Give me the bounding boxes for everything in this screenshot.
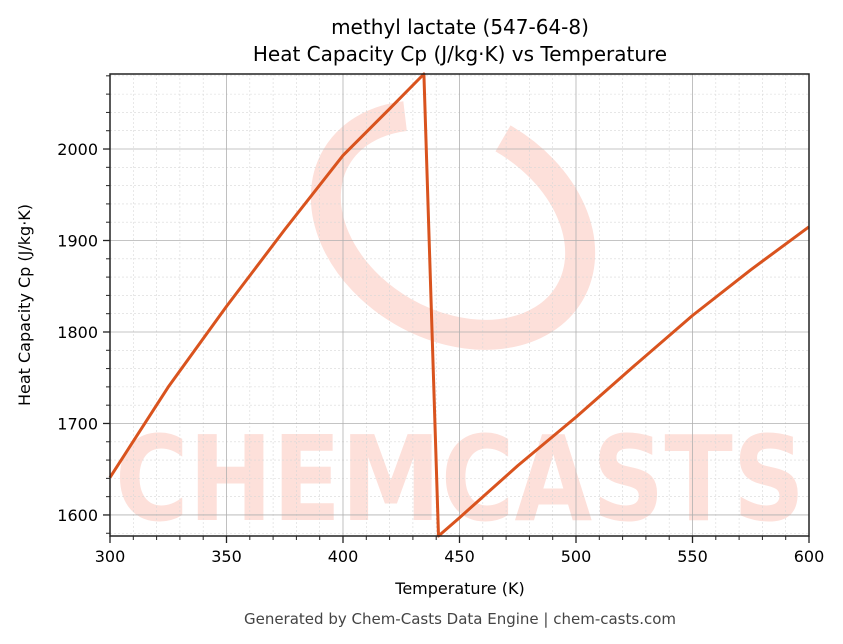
- y-tick-label: 1800: [57, 323, 98, 342]
- footer-credit: Generated by Chem-Casts Data Engine | ch…: [244, 610, 676, 628]
- x-axis-label: Temperature (K): [394, 579, 524, 598]
- y-tick-label: 1600: [57, 506, 98, 525]
- watermark-text: CHEMCASTS: [115, 410, 805, 548]
- plot-area: CHEMCASTS: [108, 72, 810, 548]
- watermark-logo-icon: [310, 100, 596, 350]
- y-tick-label: 1900: [57, 232, 98, 251]
- x-tick-label: 600: [794, 547, 825, 566]
- x-axis: 300 350 400 450 500 550 600: [95, 536, 825, 566]
- x-tick-label: 400: [328, 547, 359, 566]
- x-tick-label: 300: [95, 547, 126, 566]
- x-tick-label: 550: [677, 547, 708, 566]
- y-tick-label: 2000: [57, 140, 98, 159]
- x-tick-label: 450: [444, 547, 475, 566]
- y-axis-label: Heat Capacity Cp (J/kg·K): [15, 204, 34, 406]
- chart-title: methyl lactate (547-64-8): [331, 15, 589, 39]
- x-tick-label: 500: [561, 547, 592, 566]
- watermark: CHEMCASTS: [115, 100, 805, 548]
- x-tick-label: 350: [211, 547, 242, 566]
- y-axis: 1600 1700 1800 1900 2000: [57, 75, 110, 534]
- chart-subtitle: Heat Capacity Cp (J/kg·K) vs Temperature: [253, 42, 667, 66]
- y-tick-label: 1700: [57, 414, 98, 433]
